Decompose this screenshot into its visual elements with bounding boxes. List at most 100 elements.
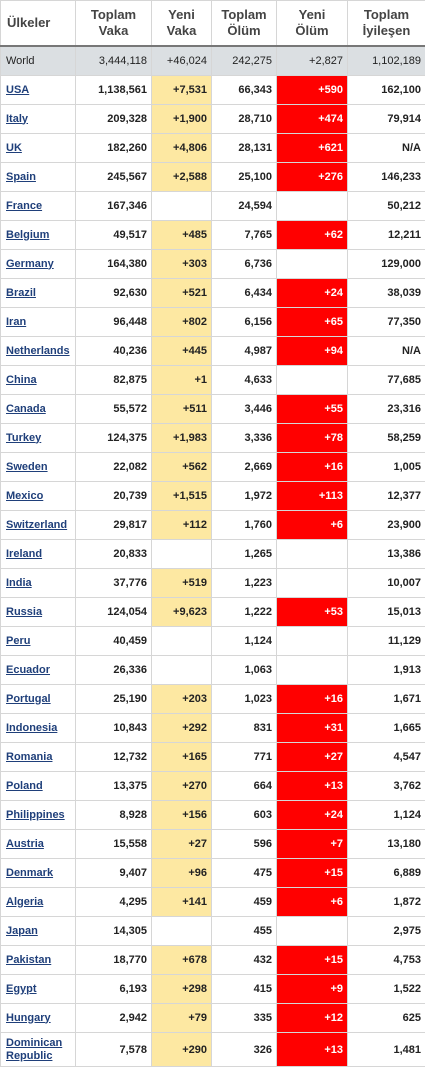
new-deaths-cell: +55 [276,394,348,424]
total-cases-cell: 12,732 [75,742,152,772]
new-cases-cell: +4,806 [151,133,212,163]
total-recovered-cell: 6,889 [347,858,425,888]
country-cell[interactable]: Philippines [0,800,76,830]
total-recovered-cell: 1,481 [347,1032,425,1067]
country-cell[interactable]: Iran [0,307,76,337]
new-deaths-cell: +7 [276,829,348,859]
total-cases-cell: 13,375 [75,771,152,801]
total-recovered-cell: 4,753 [347,945,425,975]
new-deaths-cell [276,191,348,221]
new-cases-cell: +292 [151,713,212,743]
total-deaths-cell: 596 [211,829,277,859]
header-total-deaths[interactable]: Toplam Ölüm [211,0,277,47]
table-row: Mexico 20,739 +1,515 1,972 +113 12,377 [0,481,425,511]
header-total-deaths-line2: Ölüm [227,23,261,38]
country-cell[interactable]: Sweden [0,452,76,482]
country-cell[interactable]: France [0,191,76,221]
country-cell[interactable]: Portugal [0,684,76,714]
total-deaths-cell: 459 [211,887,277,917]
new-deaths-cell: +53 [276,597,348,627]
header-total-recovered[interactable]: Toplam İyileşen [347,0,425,47]
new-deaths-cell: +13 [276,1032,348,1067]
new-cases-cell: +511 [151,394,212,424]
total-deaths-cell: 6,736 [211,249,277,279]
total-deaths-cell: 831 [211,713,277,743]
country-cell[interactable]: Pakistan [0,945,76,975]
country-cell[interactable]: Germany [0,249,76,279]
total-recovered-cell: 625 [347,1003,425,1033]
total-recovered-cell: 1,665 [347,713,425,743]
table-row: Belgium 49,517 +485 7,765 +62 12,211 [0,220,425,250]
total-deaths-cell: 335 [211,1003,277,1033]
new-cases-cell: +156 [151,800,212,830]
total-deaths-cell: 6,156 [211,307,277,337]
header-new-cases[interactable]: Yeni Vaka [151,0,212,47]
total-deaths-cell: 4,633 [211,365,277,395]
table-row: Turkey 124,375 +1,983 3,336 +78 58,259 [0,423,425,453]
country-cell[interactable]: Japan [0,916,76,946]
new-deaths-cell: +113 [276,481,348,511]
country-cell[interactable]: Turkey [0,423,76,453]
total-cases-cell: 2,942 [75,1003,152,1033]
country-cell[interactable]: India [0,568,76,598]
new-deaths-cell: +9 [276,974,348,1004]
table-row: India 37,776 +519 1,223 10,007 [0,568,425,598]
table-row: Germany 164,380 +303 6,736 129,000 [0,249,425,279]
total-recovered-cell: 2,975 [347,916,425,946]
country-cell[interactable]: Austria [0,829,76,859]
header-countries[interactable]: Ülkeler [0,0,76,47]
new-cases-cell: +1,900 [151,104,212,134]
new-deaths-cell: +16 [276,452,348,482]
country-cell[interactable]: Dominican Republic [0,1032,76,1067]
table-row: Peru 40,459 1,124 11,129 [0,626,425,656]
new-deaths-cell: +15 [276,858,348,888]
new-cases-cell: +79 [151,1003,212,1033]
country-cell[interactable]: Spain [0,162,76,192]
country-cell[interactable]: Italy [0,104,76,134]
total-deaths-cell: 1,222 [211,597,277,627]
country-cell[interactable]: Netherlands [0,336,76,366]
country-cell[interactable]: Mexico [0,481,76,511]
country-cell[interactable]: UK [0,133,76,163]
country-cell[interactable]: China [0,365,76,395]
new-cases-cell: +7,531 [151,75,212,105]
new-deaths-cell [276,916,348,946]
country-cell[interactable]: Algeria [0,887,76,917]
country-cell[interactable]: Denmark [0,858,76,888]
total-cases-cell: 245,567 [75,162,152,192]
country-cell[interactable]: Switzerland [0,510,76,540]
table-row: Algeria 4,295 +141 459 +6 1,872 [0,887,425,917]
country-cell[interactable]: Romania [0,742,76,772]
total-recovered-cell: N/A [347,133,425,163]
country-cell[interactable]: Indonesia [0,713,76,743]
new-cases-cell: +27 [151,829,212,859]
table-row: Ireland 20,833 1,265 13,386 [0,539,425,569]
country-cell[interactable]: Poland [0,771,76,801]
total-cases-cell: 8,928 [75,800,152,830]
header-total-cases[interactable]: Toplam Vaka [75,0,152,47]
country-cell[interactable]: Brazil [0,278,76,308]
new-cases-cell: +678 [151,945,212,975]
total-cases-cell: 209,328 [75,104,152,134]
country-cell[interactable]: USA [0,75,76,105]
new-cases-cell [151,916,212,946]
country-cell[interactable]: Egypt [0,974,76,1004]
country-cell[interactable]: Canada [0,394,76,424]
country-cell[interactable]: Belgium [0,220,76,250]
new-deaths-cell [276,568,348,598]
country-cell[interactable]: Hungary [0,1003,76,1033]
country-cell[interactable]: Peru [0,626,76,656]
country-cell[interactable]: Ecuador [0,655,76,685]
total-deaths-cell: 1,760 [211,510,277,540]
new-cases-cell: +1,983 [151,423,212,453]
country-cell[interactable]: Russia [0,597,76,627]
table-row: Japan 14,305 455 2,975 [0,916,425,946]
new-cases-cell: +290 [151,1032,212,1067]
new-cases-cell: +562 [151,452,212,482]
table-row: Netherlands 40,236 +445 4,987 +94 N/A [0,336,425,366]
total-recovered-cell: 79,914 [347,104,425,134]
country-cell[interactable]: Ireland [0,539,76,569]
header-countries-line1: Ülkeler [7,15,51,30]
header-new-deaths[interactable]: Yeni Ölüm [276,0,348,47]
table-row: Philippines 8,928 +156 603 +24 1,124 [0,800,425,830]
